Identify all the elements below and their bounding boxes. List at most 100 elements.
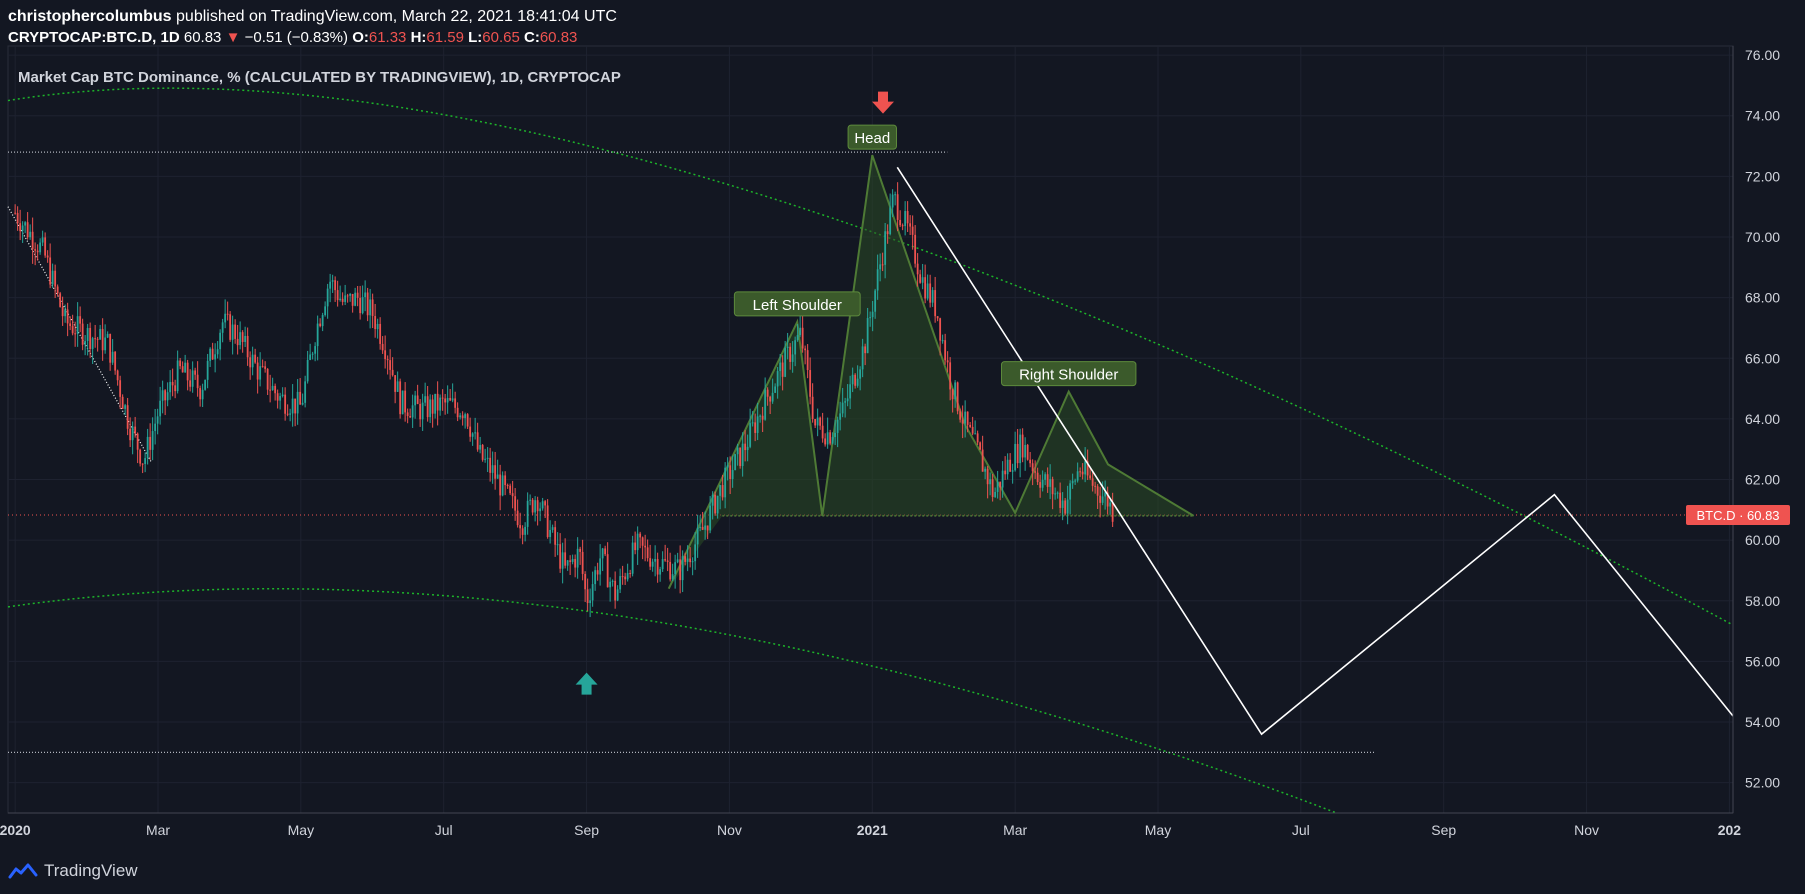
candle-body — [819, 417, 822, 426]
candle-body — [16, 213, 19, 224]
candle-body — [554, 527, 557, 545]
candle-body — [889, 207, 892, 235]
candle-body — [1054, 493, 1057, 495]
candle-body — [19, 223, 22, 232]
candle-body — [411, 405, 414, 418]
candle-body — [291, 398, 294, 414]
candle-body — [424, 396, 427, 403]
candle-body — [209, 348, 212, 361]
candle-body — [871, 311, 874, 318]
candle-body — [809, 370, 812, 397]
candle-body — [884, 231, 887, 265]
candle-body — [196, 374, 199, 389]
candle-body — [811, 396, 814, 420]
candle-body — [541, 501, 544, 509]
candle-body — [179, 360, 182, 367]
y-tick-label: 74.00 — [1745, 108, 1780, 124]
candle-body — [729, 465, 732, 480]
candle-body — [79, 316, 82, 324]
footer-brand[interactable]: TradingView — [8, 858, 138, 884]
candle-body — [969, 424, 972, 427]
candle-body — [429, 399, 432, 418]
candle-body — [919, 274, 922, 283]
last-price: 60.83 — [183, 29, 222, 46]
candle-body — [299, 391, 302, 405]
candle-body — [61, 306, 64, 317]
candle-body — [139, 449, 142, 464]
candle-body — [356, 292, 359, 298]
candle-body — [409, 416, 412, 418]
candle-body — [1031, 463, 1034, 472]
candle-body — [631, 542, 634, 574]
candle-body — [726, 465, 729, 468]
candle-body — [214, 354, 217, 360]
candle-body — [754, 422, 757, 433]
annotation-text: Right Shoulder — [1019, 367, 1118, 384]
candle-body — [396, 381, 399, 392]
candle-body — [901, 225, 904, 227]
candle-body — [814, 419, 817, 426]
candle-body — [474, 432, 477, 434]
candle-body — [464, 414, 467, 419]
candle-body — [674, 562, 677, 575]
candle-body — [994, 491, 997, 497]
candle-body — [296, 391, 299, 414]
annotation-label: Right Shoulder — [1001, 361, 1137, 387]
candle-body — [639, 533, 642, 538]
candle-body — [234, 324, 237, 339]
y-tick-label: 62.00 — [1745, 472, 1780, 488]
author-name[interactable]: christophercolumbus — [8, 8, 172, 25]
candle-body — [959, 411, 962, 420]
candle-body — [26, 222, 29, 238]
candle-body — [746, 446, 749, 451]
candle-body — [111, 351, 114, 363]
candle-body — [894, 194, 897, 196]
candle-body — [124, 405, 127, 409]
open-value: 61.33 — [368, 29, 407, 46]
candle-body — [419, 403, 422, 420]
candle-body — [319, 323, 322, 327]
candle-body — [181, 366, 184, 373]
candle-body — [614, 580, 617, 601]
candle-body — [216, 349, 219, 355]
candle-body — [194, 370, 197, 375]
candle-body — [506, 485, 509, 487]
candle-body — [1009, 459, 1012, 472]
candle-body — [876, 269, 879, 291]
candle-body — [281, 394, 284, 397]
candlesticks — [14, 182, 1114, 618]
candle-body — [1046, 474, 1049, 487]
projection-path — [896, 166, 1734, 736]
candle-body — [546, 505, 549, 537]
candle-body — [534, 500, 537, 513]
candle-body — [311, 353, 314, 355]
chart-title: Market Cap BTC Dominance, % (CALCULATED … — [18, 69, 621, 86]
candle-body — [576, 548, 579, 568]
candle-body — [926, 283, 929, 299]
candle-body — [366, 292, 369, 316]
candle-body — [391, 369, 394, 376]
candle-body — [479, 444, 482, 450]
candle-body — [954, 382, 957, 400]
candle-body — [404, 390, 407, 413]
candle-body — [189, 380, 192, 387]
candle-body — [161, 390, 164, 401]
candle-body — [829, 432, 832, 444]
candle-body — [416, 395, 419, 404]
candle-body — [106, 333, 109, 338]
candle-body — [684, 556, 687, 562]
candle-body — [71, 326, 74, 334]
x-tick-label: 2020 — [0, 822, 31, 838]
candle-body — [331, 280, 334, 282]
candle-body — [451, 398, 454, 401]
candle-body — [271, 385, 274, 391]
candle-body — [656, 558, 659, 575]
candle-body — [314, 346, 317, 354]
candle-body — [1041, 479, 1044, 488]
candle-body — [174, 385, 177, 392]
candle-body — [1061, 500, 1064, 508]
candle-body — [739, 447, 742, 467]
candle-body — [519, 525, 522, 529]
candle-body — [459, 415, 462, 418]
